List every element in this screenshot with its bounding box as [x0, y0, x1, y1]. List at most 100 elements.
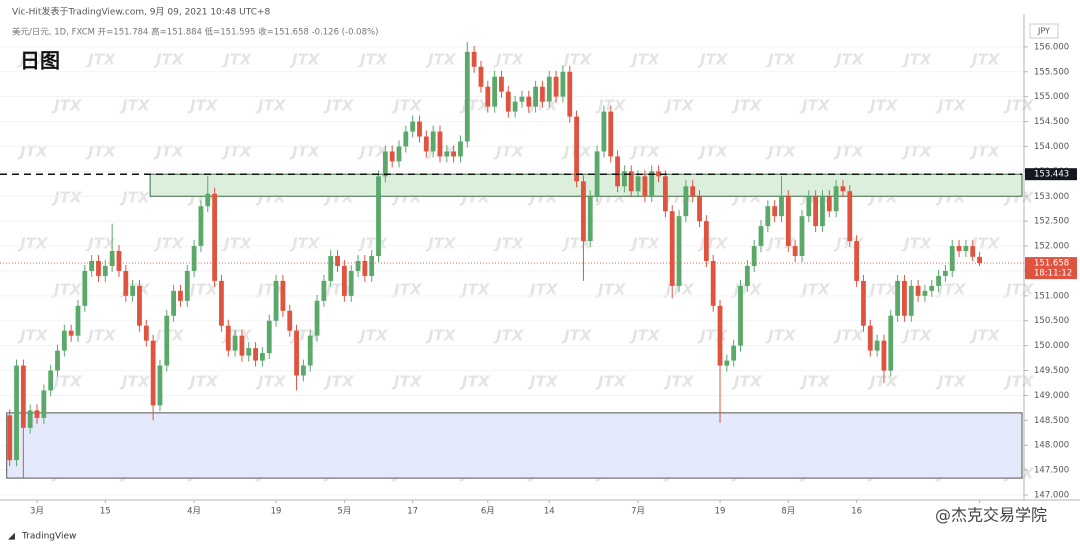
- x-tick-label: 16: [851, 507, 862, 517]
- candle-body: [929, 285, 935, 291]
- watermark: JTX: [357, 235, 389, 253]
- candle-body: [389, 151, 395, 162]
- candle-body: [662, 176, 668, 212]
- x-tick-label: 4月: [187, 507, 201, 517]
- watermark: JTX: [765, 143, 797, 161]
- y-tick-label: 156.000: [1034, 42, 1069, 52]
- candle-body: [594, 151, 600, 197]
- watermark: JTX: [119, 97, 151, 115]
- watermark: JTX: [391, 281, 423, 299]
- watermark: JTX: [867, 97, 899, 115]
- candle-body: [915, 285, 921, 296]
- candle-body: [567, 71, 573, 117]
- candle-body: [55, 350, 60, 371]
- watermark: JTX: [153, 51, 185, 69]
- candle-body: [881, 340, 887, 371]
- candle-body: [184, 270, 190, 301]
- watermark: JTX: [17, 235, 49, 253]
- candle-body: [963, 246, 969, 252]
- candle-body: [464, 51, 470, 142]
- level-label: 153.443: [1034, 170, 1069, 180]
- candle-body: [61, 330, 67, 351]
- candle-body: [471, 51, 477, 67]
- candle-body: [232, 335, 238, 351]
- watermark: JTX: [85, 51, 117, 69]
- candle-body: [171, 290, 177, 316]
- last-price-label: 151.658: [1034, 259, 1069, 269]
- candle-body: [307, 335, 313, 366]
- y-tick-label: 154.000: [1034, 142, 1069, 152]
- legend: 美元/日元, 1D, FXCM 开=151.784 高=151.884 低=15…: [12, 27, 378, 38]
- candle-body: [690, 186, 696, 197]
- candle-body: [478, 66, 484, 87]
- x-tick-label: 19: [715, 507, 726, 517]
- candle-body: [410, 121, 416, 132]
- candle-body: [321, 280, 327, 301]
- candle-body: [20, 365, 26, 428]
- candle-body: [348, 270, 354, 296]
- candle-body: [458, 141, 463, 157]
- watermark: JTX: [629, 327, 661, 345]
- candle-body: [581, 181, 586, 242]
- watermark: JTX: [731, 373, 763, 391]
- candle-body: [642, 176, 648, 197]
- watermark: JTX: [187, 373, 219, 391]
- watermark: JTX: [357, 143, 389, 161]
- watermark: JTX: [867, 281, 899, 299]
- x-tick-label: 8月: [781, 507, 795, 517]
- candle-body: [212, 193, 217, 281]
- candle-body: [164, 315, 170, 366]
- candle-body: [744, 265, 750, 286]
- candle-body: [601, 111, 607, 152]
- candle-body: [710, 260, 716, 306]
- candle-body: [669, 211, 675, 286]
- x-tick-label: 19: [271, 507, 282, 517]
- candle-body: [519, 96, 525, 102]
- plot: [0, 41, 1024, 496]
- candle-body: [615, 156, 620, 187]
- x-tick-label: 7月: [631, 507, 645, 517]
- watermark: JTX: [51, 97, 83, 115]
- watermark: JTX: [833, 143, 865, 161]
- candle-body: [806, 196, 812, 217]
- candle-body: [949, 246, 955, 271]
- watermark: JTX: [17, 143, 49, 161]
- candle-body: [198, 206, 204, 247]
- candle-body: [178, 290, 183, 301]
- watermark: JTX: [799, 373, 831, 391]
- zone: [6, 412, 1023, 479]
- candle-body: [437, 131, 443, 157]
- y-tick-label: 152.000: [1034, 242, 1069, 252]
- watermark: JTX: [663, 373, 695, 391]
- candle-body: [533, 86, 539, 107]
- candle-body: [861, 280, 866, 326]
- candle-body: [362, 260, 368, 276]
- x-tick-label: 6月: [481, 507, 495, 517]
- candle-body: [314, 300, 320, 336]
- candle-body: [417, 121, 422, 137]
- y-tick-label: 148.000: [1034, 441, 1069, 451]
- watermark: JTX: [527, 281, 559, 299]
- countdown: 18:11:12: [1034, 269, 1072, 279]
- candle-body: [587, 196, 593, 242]
- watermark: JTX: [595, 373, 627, 391]
- candle-body: [341, 265, 347, 296]
- candle-body: [102, 265, 108, 276]
- watermark: JTX: [493, 143, 525, 161]
- y-tick-label: 150.000: [1034, 341, 1069, 351]
- candle-body: [68, 330, 74, 336]
- watermark: JTX: [153, 143, 185, 161]
- watermark: JTX: [527, 373, 559, 391]
- candle-body: [922, 290, 928, 296]
- candle-body: [191, 246, 197, 271]
- watermark: JTX: [765, 327, 797, 345]
- watermark: JTX: [765, 51, 797, 69]
- candle-body: [785, 196, 791, 247]
- y-tick-label: 149.000: [1034, 391, 1069, 401]
- candle-body: [205, 193, 211, 207]
- watermark: JTX: [289, 143, 321, 161]
- badge: 日图: [20, 49, 60, 73]
- candle-body: [635, 176, 641, 192]
- watermark: JTX: [255, 97, 287, 115]
